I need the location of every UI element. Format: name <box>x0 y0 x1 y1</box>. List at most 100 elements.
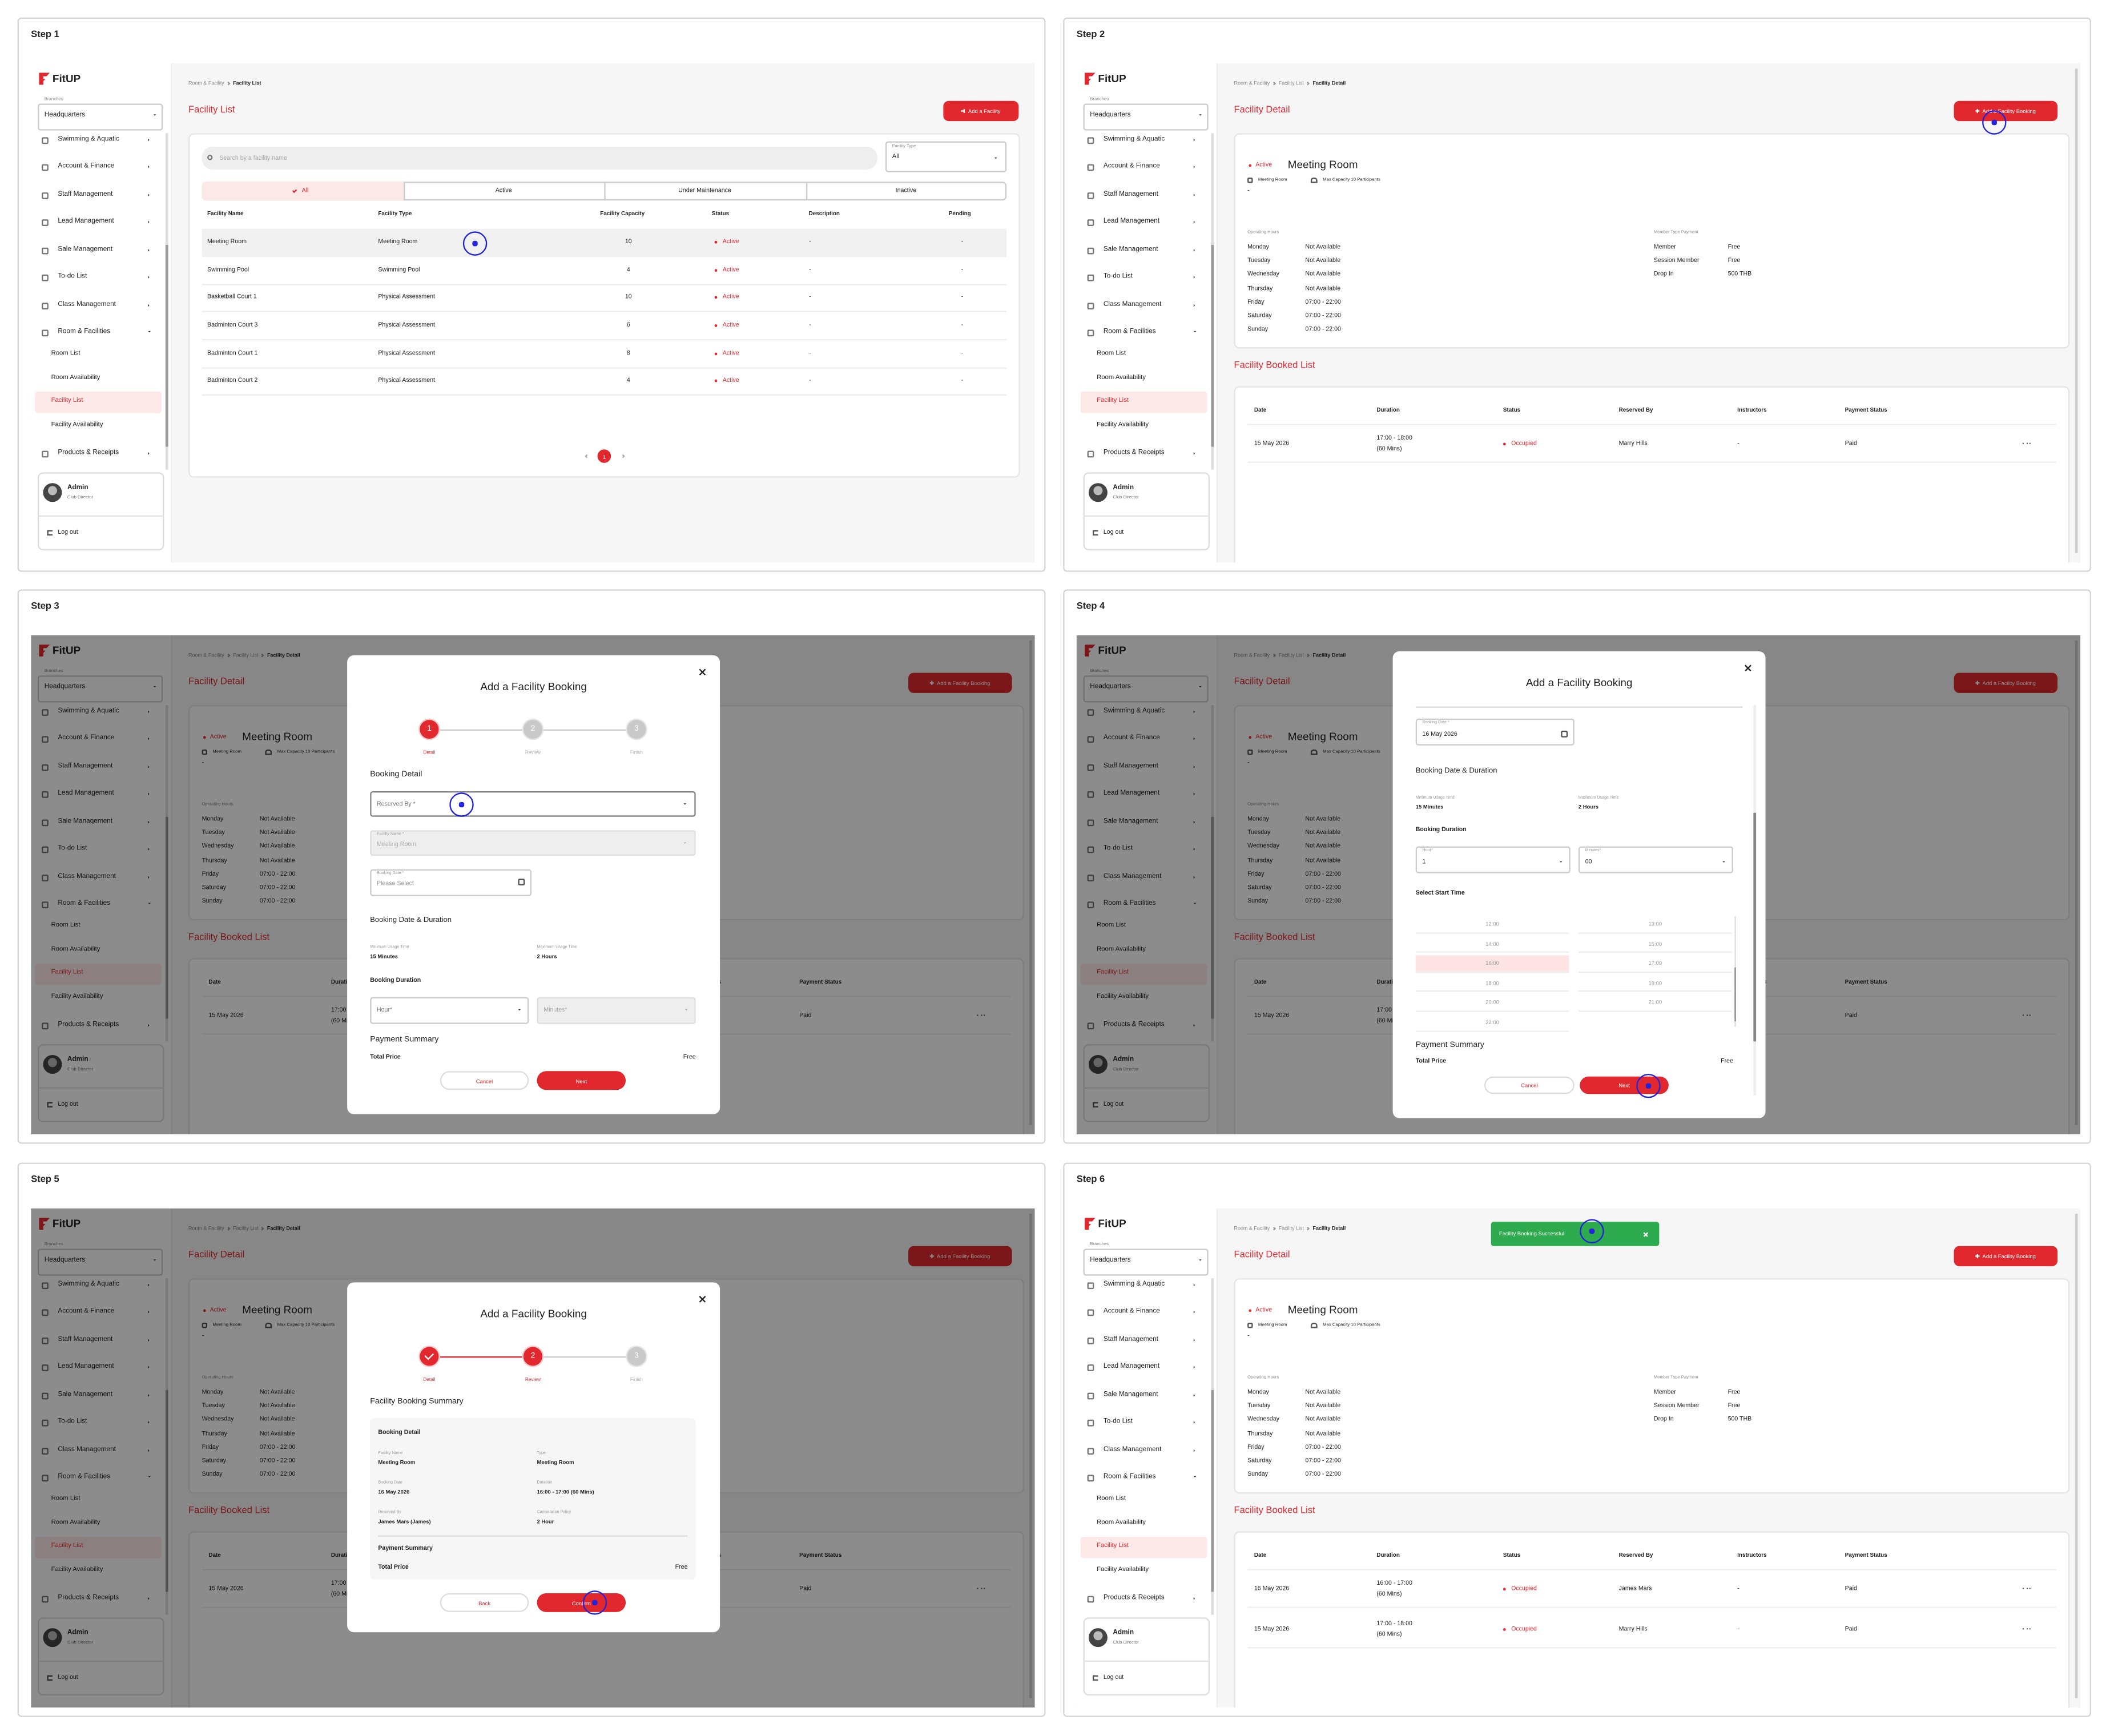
facility-capacity: Max Capacity 10 Participants <box>1323 1322 1380 1327</box>
menu-icon <box>42 247 49 254</box>
menu-item: Lead Management <box>1103 217 1160 225</box>
plus-bar <box>963 108 964 113</box>
click-marker <box>449 792 474 817</box>
section-title: Facility Booked List <box>1234 933 1315 943</box>
branch-select[interactable] <box>1083 675 1209 703</box>
click-dot <box>473 241 477 246</box>
button[interactable]: Confirm <box>537 1593 626 1612</box>
time-slot[interactable] <box>1415 1014 1569 1032</box>
breadcrumb-item: Facility Detail <box>1312 1226 1346 1231</box>
plus-icon <box>961 108 966 113</box>
more-menu[interactable] <box>2022 1588 2034 1590</box>
plus-icon <box>1975 108 1980 113</box>
more-menu[interactable] <box>977 1014 988 1017</box>
branch-select[interactable] <box>1083 103 1209 131</box>
menu-highlight <box>35 963 162 985</box>
more-menu[interactable] <box>977 1588 988 1590</box>
menu-item: Swimming & Aquatic <box>58 135 119 144</box>
time-slot[interactable] <box>1415 935 1569 953</box>
time-slot[interactable] <box>1578 916 1732 933</box>
hour-select[interactable] <box>370 997 529 1024</box>
branch-select[interactable] <box>37 103 163 131</box>
more-menu[interactable] <box>2022 1014 2034 1017</box>
page-scrollbar <box>2075 69 2077 553</box>
button[interactable]: Cancel <box>440 1071 529 1090</box>
time-slot[interactable] <box>1578 935 1732 953</box>
caret-icon <box>1193 1283 1195 1287</box>
add-button[interactable]: Add a Facility Booking <box>908 672 1012 693</box>
sidebar-scroll-thumb <box>165 244 168 447</box>
menu-icon <box>42 191 49 199</box>
menu-icon <box>1087 1363 1094 1371</box>
time-slot[interactable] <box>1415 994 1569 1012</box>
column-header: Status <box>1503 406 1521 413</box>
time-slot[interactable] <box>1578 955 1732 973</box>
caret-icon <box>1198 114 1202 116</box>
menu-icon <box>1087 901 1094 908</box>
logout-icon <box>47 1102 53 1107</box>
branch-value: Headquarters <box>1090 111 1131 119</box>
add-button[interactable]: Add a Facility <box>943 100 1019 122</box>
page-title: Facility List <box>188 106 235 115</box>
time-slot[interactable] <box>1578 994 1732 1012</box>
status-dot <box>1503 1587 1507 1591</box>
branch-select[interactable] <box>37 675 163 703</box>
subsection-title: Select Start Time <box>1415 889 1465 896</box>
button[interactable]: Next <box>537 1071 626 1090</box>
menu-icon <box>42 136 49 144</box>
date-field[interactable] <box>1415 718 1575 746</box>
hours: Not Available <box>1305 1401 1341 1409</box>
tab[interactable] <box>202 182 403 201</box>
breadcrumb-item: Facility List <box>233 1226 259 1231</box>
type-select[interactable] <box>885 141 1007 172</box>
minutes-select[interactable] <box>1578 846 1733 873</box>
tab[interactable] <box>805 182 1006 201</box>
branch-select[interactable] <box>1083 1248 1209 1276</box>
submenu-item: Facility List <box>1097 969 1129 977</box>
menu-icon <box>42 219 49 225</box>
tab[interactable] <box>402 182 604 201</box>
add-button[interactable]: Add a Facility Booking <box>1954 100 2058 122</box>
sidebar-scroll-thumb <box>1211 1389 1213 1592</box>
field-value: 15 Minutes <box>1415 803 1444 810</box>
time-slot[interactable] <box>1415 974 1569 992</box>
branch-select[interactable] <box>37 1248 163 1276</box>
menu-icon <box>42 845 49 853</box>
cell: 16 May 2026 <box>1254 1585 1290 1592</box>
more-menu[interactable] <box>2022 442 2034 445</box>
hours: 07:00 - 22:00 <box>259 870 296 877</box>
button[interactable]: Back <box>440 1593 529 1612</box>
cell: - <box>961 293 964 300</box>
menu-item: Class Management <box>1103 300 1162 309</box>
add-button[interactable]: Add a Facility Booking <box>908 1246 1012 1267</box>
stepper-line <box>440 729 522 731</box>
breadcrumb-item: Facility Detail <box>1312 652 1346 658</box>
day: Wednesday <box>1247 842 1279 849</box>
column-header: Payment Status <box>799 1551 842 1558</box>
time-slot[interactable] <box>1415 916 1569 933</box>
dot-icon <box>984 1588 985 1590</box>
add-button[interactable]: Add a Facility Booking <box>1954 1246 2058 1267</box>
day: Thursday <box>202 856 227 863</box>
date-field[interactable] <box>370 869 532 896</box>
hour-select[interactable] <box>1415 846 1571 873</box>
menu-item: Account & Finance <box>1103 162 1160 171</box>
time-label: 14:00 <box>1485 940 1499 947</box>
menu-item: Room & Facilities <box>1103 899 1156 908</box>
more-menu[interactable] <box>2022 1628 2034 1631</box>
button[interactable]: Cancel <box>1484 1076 1575 1094</box>
reserved-select[interactable] <box>370 791 696 817</box>
column-header: Payment Status <box>1845 1551 1887 1558</box>
menu-item: Lead Management <box>1103 1362 1160 1371</box>
hours: Not Available <box>1305 257 1341 264</box>
user-role: Club Director <box>67 1639 94 1645</box>
tab[interactable] <box>604 182 805 201</box>
search-box[interactable] <box>202 146 877 170</box>
add-button[interactable]: Add a Facility Booking <box>1954 672 2058 693</box>
row-highlight[interactable] <box>202 228 1007 256</box>
time-slot[interactable] <box>1415 954 1569 973</box>
time-slot[interactable] <box>1578 974 1732 992</box>
page-button[interactable]: 1 <box>597 449 611 463</box>
day: Friday <box>202 1443 219 1450</box>
logo: FitUP <box>1098 645 1126 657</box>
